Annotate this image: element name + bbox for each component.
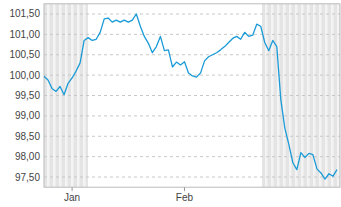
y-tick-label: 100,00 [9, 70, 40, 81]
shaded-stripe [77, 4, 80, 187]
shaded-stripe [71, 4, 74, 187]
grid-line [44, 156, 340, 157]
plot-area [44, 14, 337, 179]
x-tick-label: Jan [64, 192, 80, 203]
y-tick-label: 99,50 [15, 90, 40, 101]
x-tick [184, 187, 185, 191]
y-tick-label: 100,50 [9, 49, 40, 60]
grid-line [44, 34, 340, 35]
grid-line [44, 54, 340, 55]
price-line [44, 14, 337, 179]
y-tick-label: 98,50 [15, 131, 40, 142]
grid-line [44, 13, 340, 14]
plot-frame [44, 4, 340, 187]
grid-line [44, 136, 340, 137]
shaded-stripe [47, 4, 50, 187]
shaded-stripe [83, 4, 86, 187]
y-tick-label: 98,00 [15, 151, 40, 162]
x-tick [72, 187, 73, 191]
shaded-stripe [53, 4, 56, 187]
grid-line [44, 177, 340, 178]
grid-line [44, 115, 340, 116]
y-tick-label: 97,50 [15, 172, 40, 183]
grid-line [44, 95, 340, 96]
y-tick-label: 99,00 [15, 110, 40, 121]
shaded-stripe [59, 4, 62, 187]
x-tick-label: Feb [176, 192, 194, 203]
y-tick-label: 101,50 [9, 8, 40, 19]
shaded-stripe [65, 4, 68, 187]
chart: 97,50 98,00 98,50 99,00 99,50 100,00 100,50 101… [0, 0, 341, 207]
y-tick-label: 101,00 [9, 29, 40, 40]
